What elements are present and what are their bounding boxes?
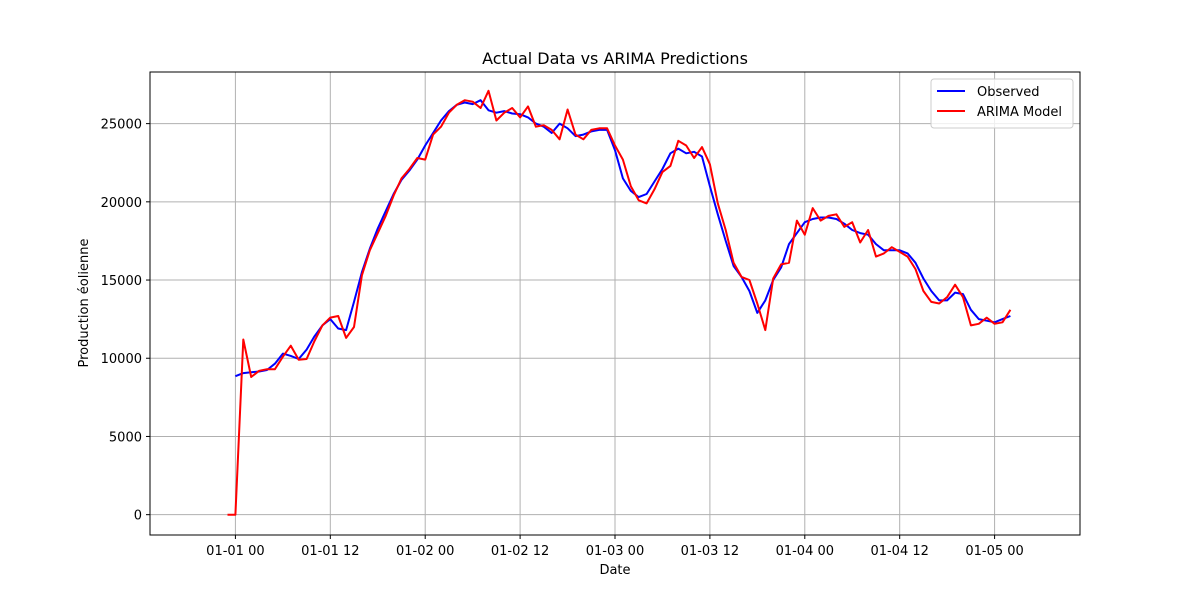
x-tick-label: 01-01 12 <box>301 544 359 559</box>
y-tick-label: 15000 <box>101 274 142 289</box>
series-line-arima-model <box>227 89 1012 516</box>
legend-label-observed: Observed <box>977 85 1040 100</box>
x-tick-label: 01-02 12 <box>491 544 549 559</box>
y-tick-label: 10000 <box>101 352 142 367</box>
legend: Observed ARIMA Model <box>930 78 1074 129</box>
y-axis-ticks: 0 5000 10000 15000 20000 25000 <box>101 118 150 524</box>
y-tick-label: 20000 <box>101 196 142 211</box>
x-tick-label: 01-01 00 <box>206 544 264 559</box>
x-tick-label: 01-03 12 <box>681 544 739 559</box>
legend-box <box>930 78 1074 129</box>
grid <box>150 72 1080 535</box>
x-axis-label: Date <box>599 563 630 578</box>
x-axis-ticks: 01-01 00 01-01 12 01-02 00 01-02 12 01-03 00… <box>206 535 1024 559</box>
y-axis-label: Production éolienne <box>77 239 92 368</box>
y-tick-label: 25000 <box>101 118 142 133</box>
legend-label-arima-model: ARIMA Model <box>977 105 1062 120</box>
x-tick-label: 01-04 12 <box>870 544 928 559</box>
x-tick-label: 01-03 00 <box>586 544 644 559</box>
y-tick-label: 5000 <box>109 430 142 445</box>
x-tick-label: 01-05 00 <box>965 544 1023 559</box>
x-tick-label: 01-02 00 <box>396 544 454 559</box>
series-lines <box>227 89 1012 516</box>
chart-title: Actual Data vs ARIMA Predictions <box>482 49 748 68</box>
y-tick-label: 0 <box>134 509 142 524</box>
x-tick-label: 01-04 00 <box>776 544 834 559</box>
